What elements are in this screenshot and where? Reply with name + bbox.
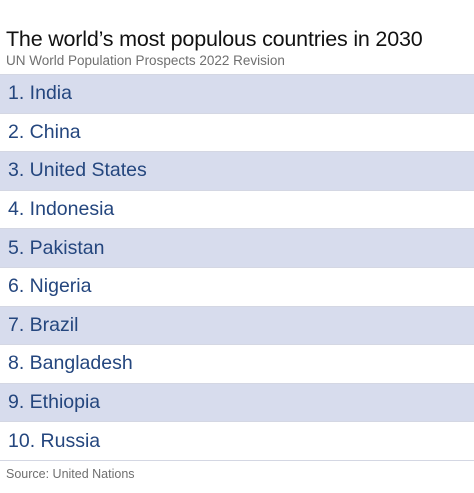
table-row-2: 2. China [0, 113, 474, 153]
row-label: 4. Indonesia [8, 198, 115, 221]
table-row-8: 8. Bangladesh [0, 345, 474, 384]
row-label: 1. India [8, 82, 72, 105]
table-row-4: 4. Indonesia [0, 190, 474, 230]
table-row-6: 6. Nigeria [0, 267, 474, 307]
table-row-10: 10. Russia [0, 422, 474, 461]
ranking-table: 1. India 2. China 3. United States 4. In… [0, 74, 474, 461]
chart-subtitle: UN World Population Prospects 2022 Revis… [6, 53, 285, 68]
table-row-3: 3. United States [0, 152, 474, 191]
row-label: 8. Bangladesh [8, 352, 133, 375]
table-row-7: 7. Brazil [0, 306, 474, 346]
row-label: 6. Nigeria [8, 275, 92, 298]
source-note: Source: United Nations [6, 467, 135, 481]
row-label: 9. Ethiopia [8, 391, 101, 414]
table-row-1: 1. India [0, 75, 474, 114]
chart-title: The world’s most populous countries in 2… [6, 27, 423, 51]
row-label: 10. Russia [8, 429, 101, 452]
row-label: 7. Brazil [8, 313, 79, 336]
row-label: 2. China [8, 120, 81, 143]
table-row-9: 9. Ethiopia [0, 383, 474, 423]
row-label: 3. United States [8, 159, 147, 182]
table-row-5: 5. Pakistan [0, 229, 474, 268]
row-label: 5. Pakistan [8, 236, 105, 259]
